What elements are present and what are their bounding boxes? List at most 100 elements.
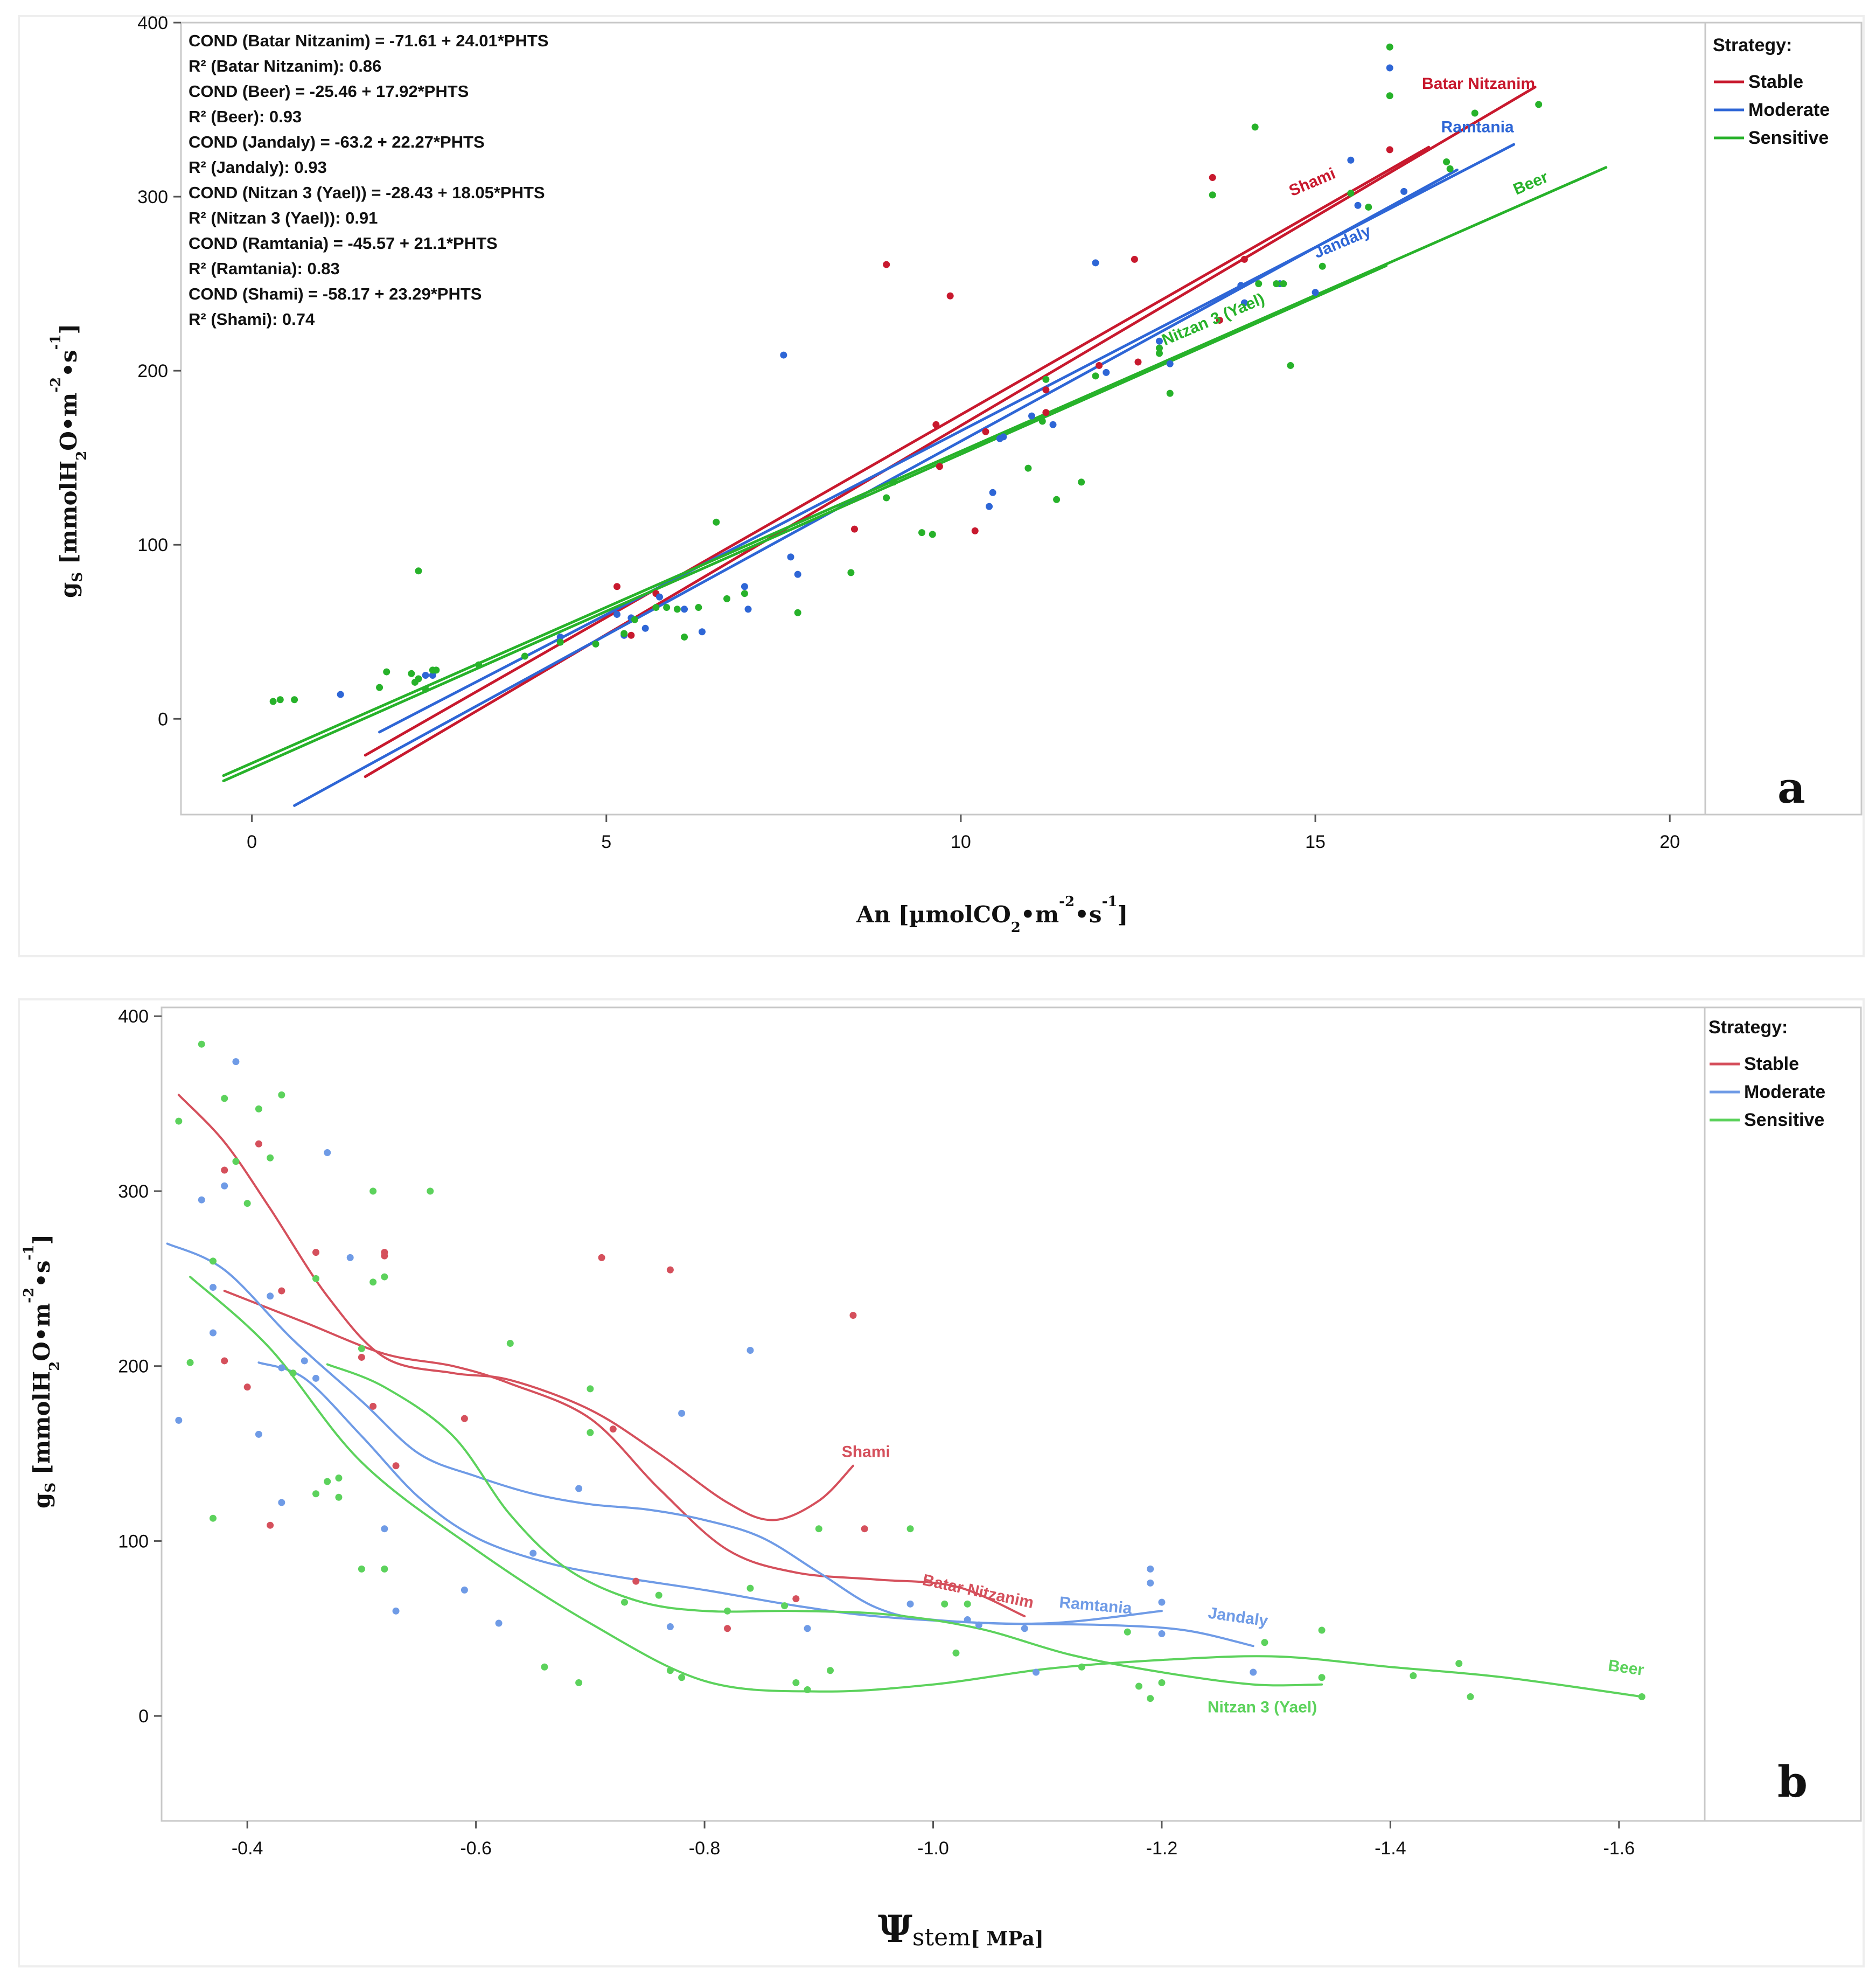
- data-point-moderate: [392, 1607, 400, 1615]
- x-tick-label: 10: [951, 832, 971, 852]
- data-point-moderate: [1354, 201, 1362, 209]
- data-point-stable: [1240, 255, 1248, 263]
- x-tick-label: 20: [1659, 832, 1680, 852]
- legend-item-stable: Stable: [1748, 72, 1803, 92]
- equation-line: COND (Nitzan 3 (Yael)) = -28.43 + 18.05*…: [189, 183, 545, 202]
- data-point-sensitive: [1410, 1672, 1417, 1679]
- data-point-sensitive: [186, 1359, 194, 1366]
- legend-item-sensitive: Sensitive: [1744, 1110, 1824, 1130]
- curve-shami: [177, 1094, 854, 1521]
- data-point-sensitive: [1209, 191, 1216, 199]
- data-point-sensitive: [1078, 478, 1085, 486]
- equation-line: COND (Shami) = -58.17 + 23.29*PHTS: [189, 284, 482, 303]
- data-point-sensitive: [1319, 262, 1326, 270]
- data-point-stable: [598, 1254, 605, 1261]
- data-point-moderate: [1028, 412, 1036, 420]
- data-point-moderate: [1237, 282, 1245, 289]
- data-point-sensitive: [335, 1493, 343, 1501]
- data-point-sensitive: [369, 1278, 377, 1286]
- data-point-sensitive: [678, 1674, 686, 1681]
- series-label-nitzan-3-yael: Nitzan 3 (Yael): [1208, 1699, 1317, 1716]
- data-point-sensitive: [1092, 372, 1099, 380]
- data-point-sensitive: [415, 675, 422, 683]
- data-point-moderate: [1092, 259, 1099, 267]
- data-point-stable: [936, 463, 943, 470]
- data-point-sensitive: [1273, 280, 1280, 288]
- data-point-stable: [849, 1312, 857, 1319]
- data-point-moderate: [1312, 289, 1319, 296]
- data-point-sensitive: [1024, 464, 1032, 472]
- data-point-moderate: [1103, 368, 1110, 376]
- data-point-sensitive: [433, 666, 440, 674]
- data-point-sensitive: [952, 1649, 960, 1657]
- data-point-moderate: [804, 1625, 811, 1632]
- data-point-moderate: [198, 1196, 205, 1204]
- data-point-sensitive: [289, 1369, 297, 1377]
- data-point-sensitive: [1446, 165, 1454, 172]
- data-point-sensitive: [620, 630, 628, 637]
- data-point-moderate: [495, 1619, 503, 1627]
- panel-b-letter: b: [1777, 1756, 1808, 1807]
- data-point-sensitive: [1318, 1626, 1326, 1634]
- data-point-sensitive: [1280, 280, 1287, 288]
- data-point-sensitive: [1261, 1639, 1268, 1646]
- equation-line: COND (Ramtania) = -45.57 + 21.1*PHTS: [189, 234, 498, 253]
- data-point-moderate: [780, 351, 787, 359]
- data-point-moderate: [232, 1058, 240, 1066]
- data-point-moderate: [744, 606, 752, 613]
- data-point-sensitive: [358, 1345, 365, 1352]
- data-point-moderate: [312, 1374, 319, 1382]
- data-point-stable: [627, 631, 635, 639]
- data-point-moderate: [1147, 1579, 1154, 1587]
- data-point-sensitive: [1155, 350, 1163, 357]
- data-point-sensitive: [1042, 375, 1050, 383]
- data-point-stable: [243, 1383, 251, 1391]
- data-point-stable: [221, 1166, 228, 1174]
- data-point-stable: [461, 1415, 468, 1422]
- data-point-moderate: [301, 1357, 308, 1365]
- data-point-moderate: [278, 1364, 285, 1372]
- data-point-sensitive: [1455, 1660, 1463, 1667]
- data-point-moderate: [906, 1600, 914, 1608]
- data-point-moderate: [794, 571, 801, 578]
- data-point-sensitive: [221, 1095, 228, 1102]
- data-point-sensitive: [1155, 344, 1163, 352]
- data-point-stable: [666, 1266, 674, 1274]
- data-point-moderate: [210, 1329, 217, 1337]
- legend-title: Strategy:: [1708, 1017, 1788, 1038]
- y-tick-label: 300: [137, 187, 168, 207]
- data-point-moderate: [741, 583, 748, 590]
- data-point-moderate: [429, 672, 436, 679]
- data-point-sensitive: [541, 1663, 548, 1671]
- data-point-stable: [724, 1625, 731, 1632]
- data-point-moderate: [1250, 1668, 1257, 1676]
- data-point-moderate: [556, 633, 564, 641]
- panel-a-fit-lines: [222, 86, 1608, 807]
- data-point-moderate: [1166, 360, 1174, 367]
- legend-title: Strategy:: [1713, 35, 1792, 55]
- data-point-moderate: [1347, 156, 1355, 164]
- data-point-sensitive: [1443, 158, 1450, 165]
- data-point-sensitive: [408, 670, 415, 677]
- x-tick-label: -1.6: [1603, 1838, 1635, 1859]
- legend-item-stable: Stable: [1744, 1054, 1799, 1074]
- x-tick-label: -1.0: [917, 1838, 949, 1859]
- data-point-sensitive: [312, 1275, 319, 1282]
- data-point-sensitive: [681, 633, 688, 641]
- data-point-stable: [381, 1252, 388, 1260]
- data-point-moderate: [461, 1586, 468, 1594]
- data-point-sensitive: [941, 1600, 949, 1608]
- x-tick-label: 0: [247, 832, 257, 852]
- data-point-sensitive: [592, 640, 599, 648]
- data-point-sensitive: [267, 1154, 274, 1162]
- data-point-moderate: [1147, 1565, 1154, 1573]
- data-point-sensitive: [815, 1525, 822, 1533]
- y-tick-label: 0: [138, 1706, 149, 1727]
- y-tick-label: 200: [137, 361, 168, 381]
- data-point-sensitive: [358, 1565, 365, 1573]
- data-point-sensitive: [1038, 418, 1046, 425]
- data-point-sensitive: [723, 595, 731, 602]
- data-point-sensitive: [556, 638, 564, 646]
- x-tick-label: 15: [1305, 832, 1326, 852]
- equation-line: COND (Beer) = -25.46 + 17.92*PHTS: [189, 82, 469, 101]
